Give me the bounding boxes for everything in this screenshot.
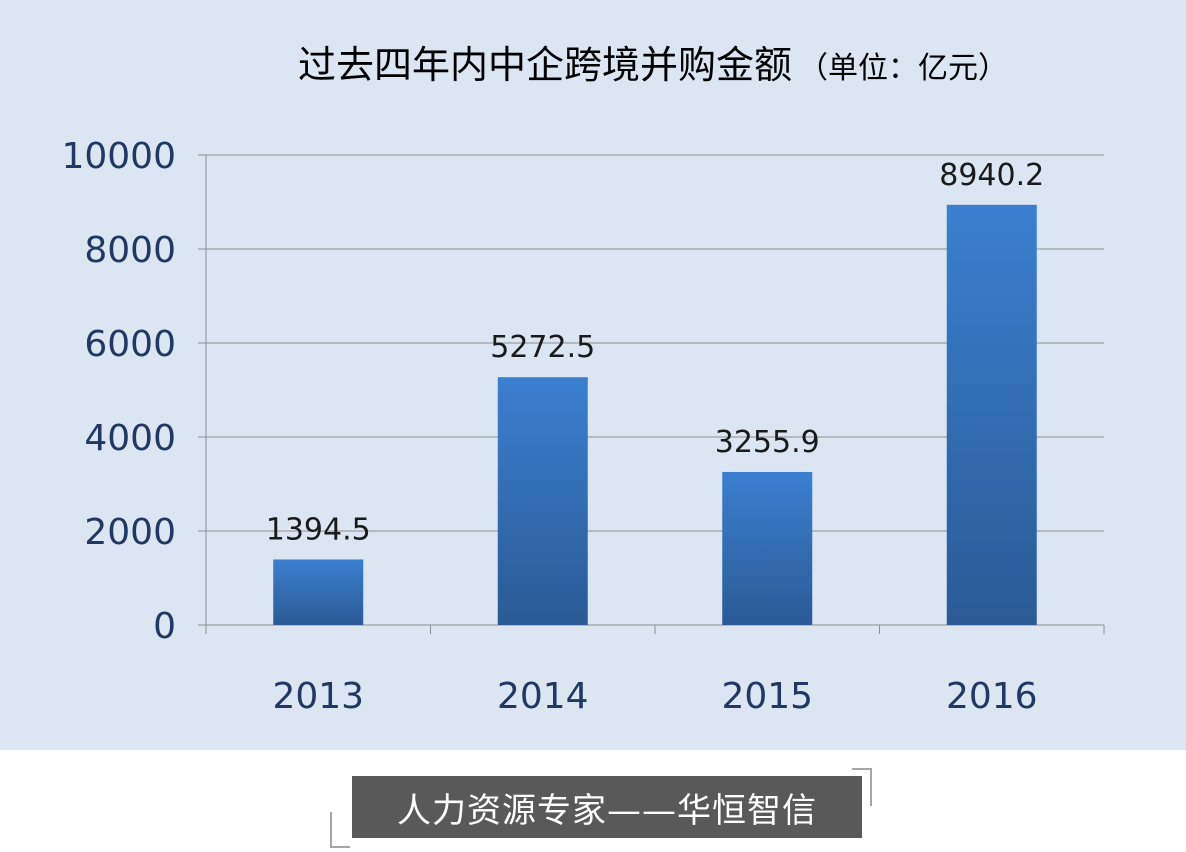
bar-chart: 0 2000 4000 6000 8000 10000 1394.5 2013 5272.5 20… xyxy=(61,136,1105,717)
data-label-2014: 5272.5 xyxy=(490,330,595,365)
x-tick-label-2013: 2013 xyxy=(272,676,364,717)
bar-2013 xyxy=(273,559,364,625)
chart-title: 过去四年内中企跨境并购金额 （单位：亿元） xyxy=(298,34,1008,89)
chart-panel: 过去四年内中企跨境并购金额 （单位：亿元） 0 2000 4000 6000 8000 10… xyxy=(0,0,1186,750)
chart-title-unit: （单位：亿元） xyxy=(798,51,1009,86)
footer-banner: 人力资源专家——华恒智信 xyxy=(352,776,862,838)
bar-2014 xyxy=(497,377,588,625)
chart-title-main: 过去四年内中企跨境并购金额 xyxy=(298,43,793,87)
footer-banner-text: 人力资源专家——华恒智信 xyxy=(397,790,817,831)
x-tick-label-2015: 2015 xyxy=(721,676,813,717)
bar-2015 xyxy=(722,471,813,625)
data-label-2013: 1394.5 xyxy=(266,512,371,547)
banner-corner-top-right xyxy=(852,768,872,806)
bar-2016 xyxy=(946,204,1037,625)
data-label-2015: 3255.9 xyxy=(715,425,820,460)
data-label-2016: 8940.2 xyxy=(939,158,1044,193)
y-tick-label: 2000 xyxy=(84,512,176,553)
y-tick-label: 4000 xyxy=(84,418,176,459)
banner-corner-bottom-left xyxy=(330,812,350,848)
y-tick-label: 8000 xyxy=(84,230,176,271)
y-tick-label: 0 xyxy=(153,606,176,647)
y-tick-label: 6000 xyxy=(84,324,176,365)
y-tick-label: 10000 xyxy=(61,136,176,177)
x-tick-label-2014: 2014 xyxy=(497,676,589,717)
x-tick-label-2016: 2016 xyxy=(946,676,1038,717)
